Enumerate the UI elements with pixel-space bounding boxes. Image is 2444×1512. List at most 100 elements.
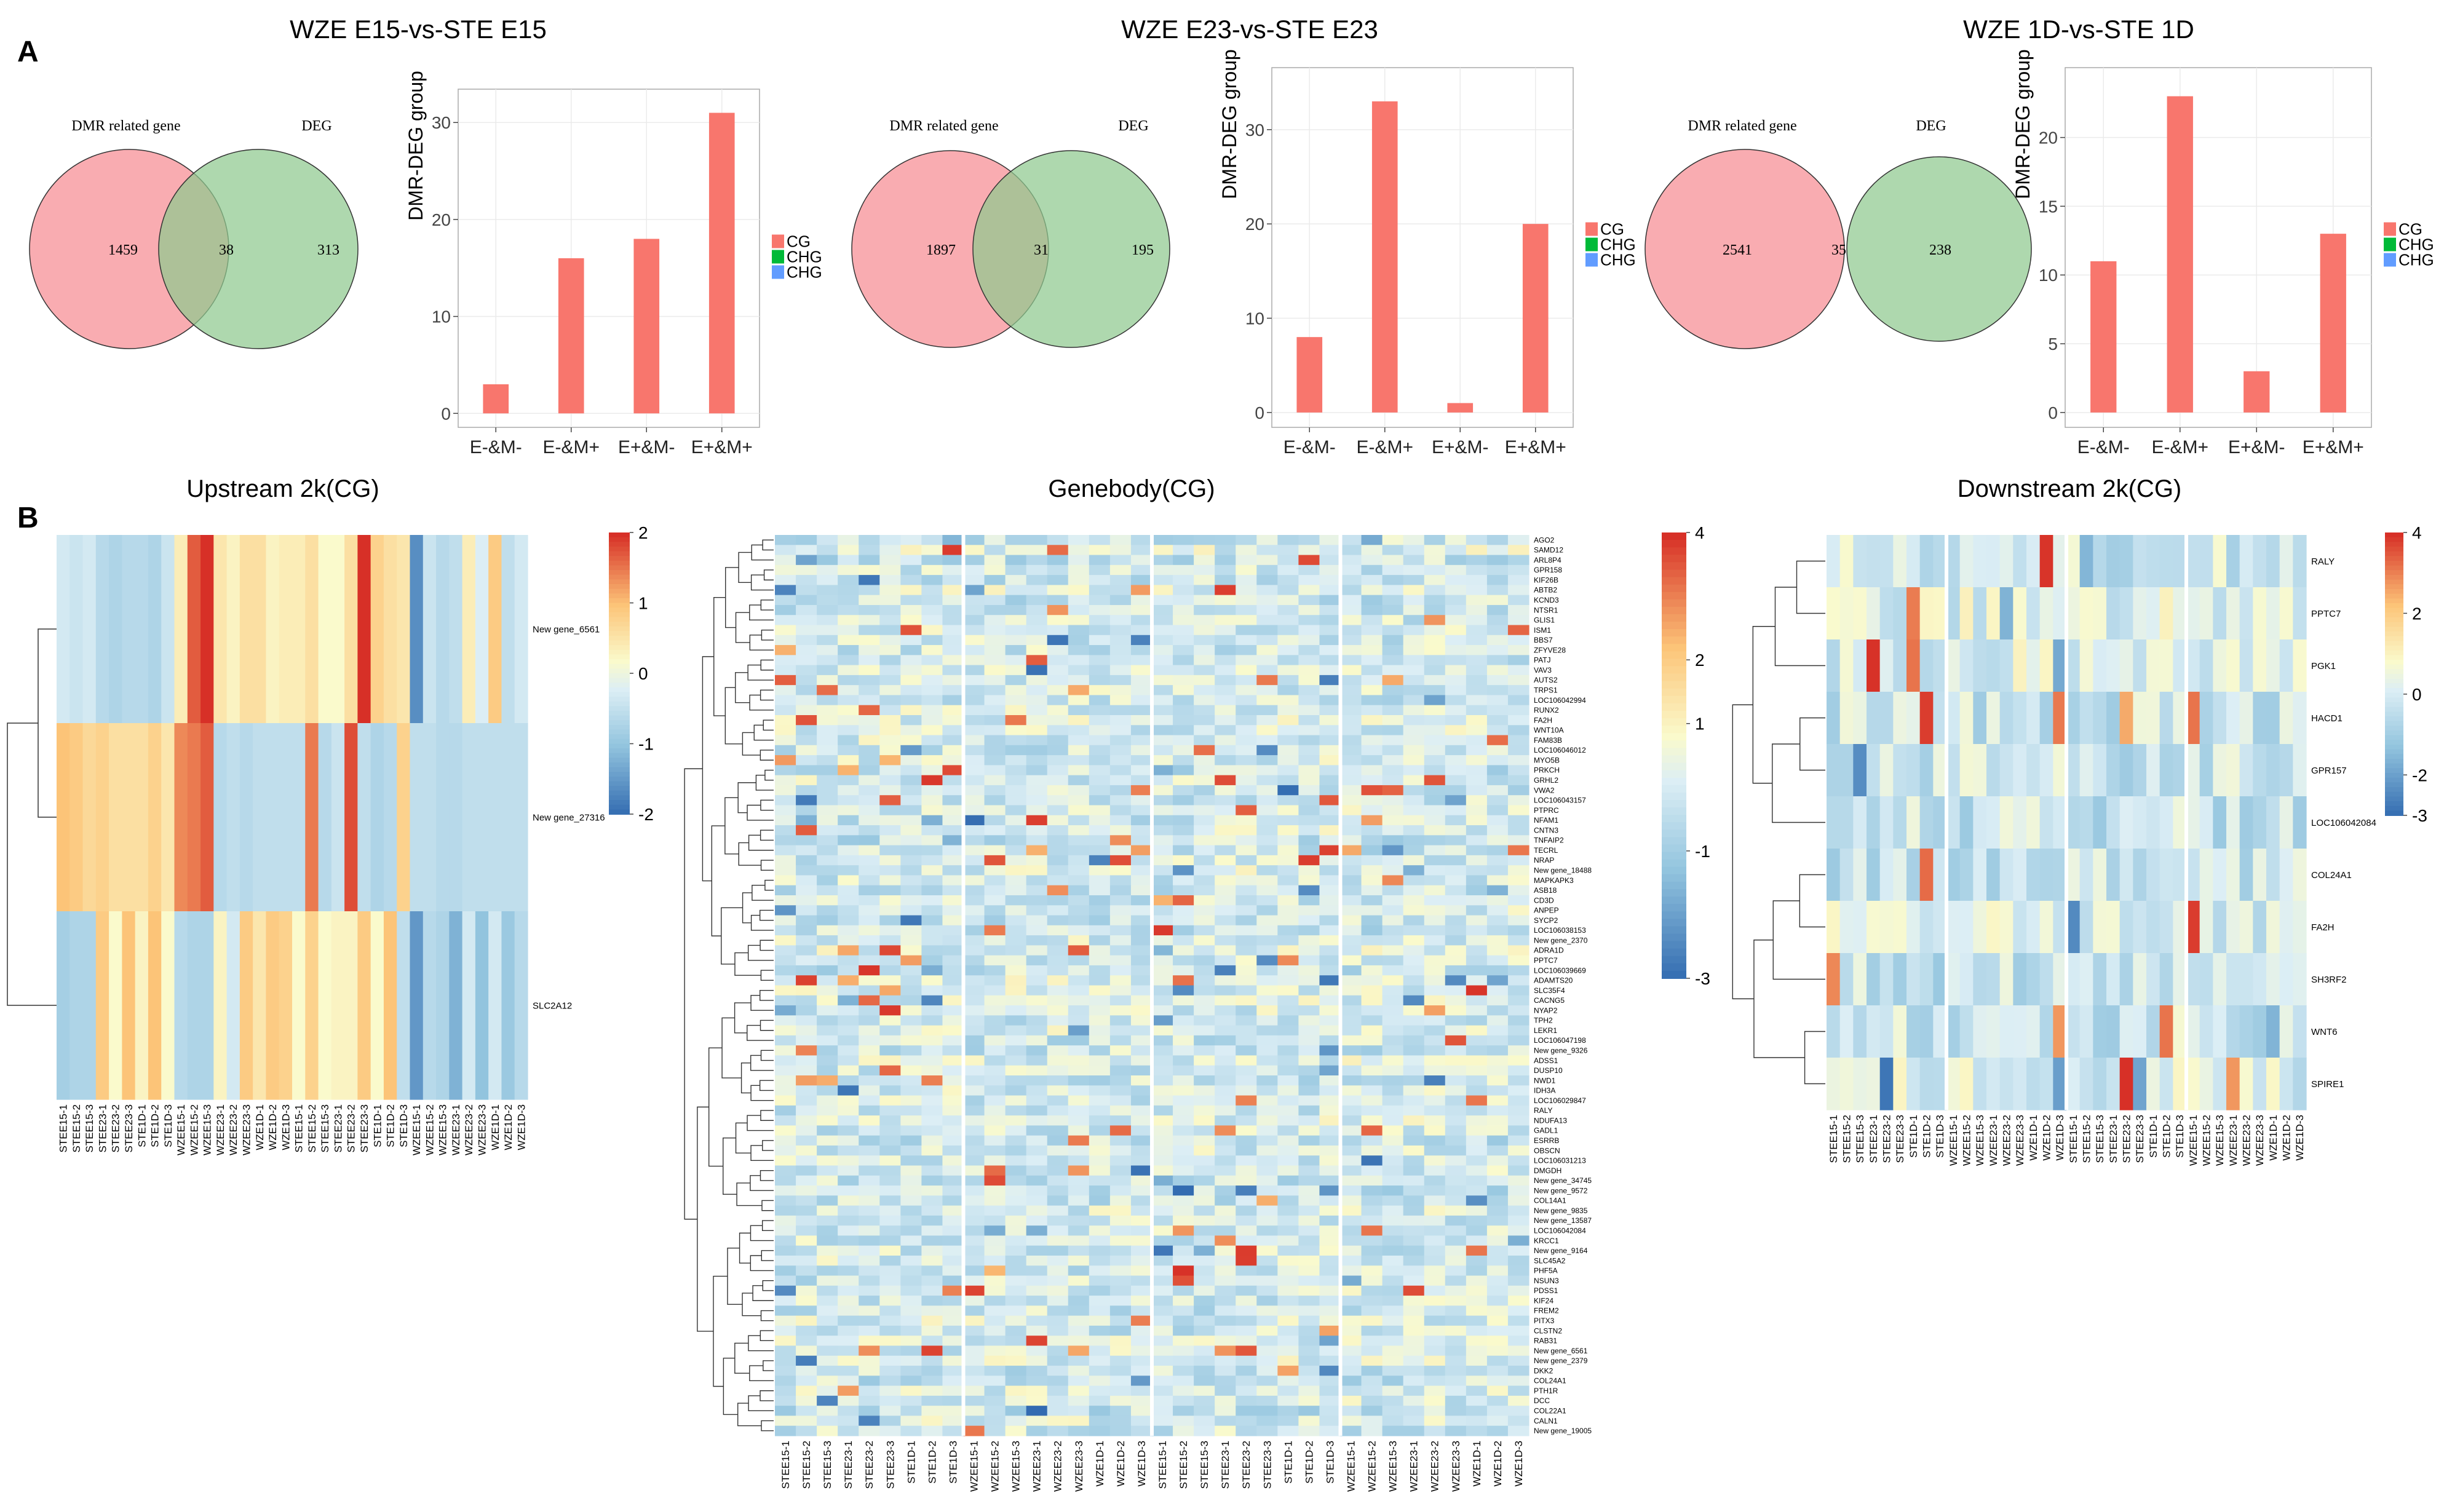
heatmap-cell (1005, 1005, 1027, 1016)
heatmap-cell (1215, 645, 1236, 655)
heatmap-cell (817, 615, 838, 626)
heatmap-cell (1319, 1315, 1341, 1326)
heatmap-cell (2146, 535, 2160, 588)
heatmap-cell (1361, 955, 1383, 966)
dendrogram-branch (760, 829, 774, 841)
heatmap-cell (2093, 744, 2107, 797)
heatmap-cell (796, 1415, 817, 1427)
heatmap-cell (796, 575, 817, 585)
heatmap-cell (1215, 1185, 1236, 1196)
row-label: GRHL2 (1534, 776, 1558, 785)
row-label: HACD1 (2311, 713, 2343, 724)
heatmap-cell (1445, 1425, 1467, 1436)
heatmap-cell (1507, 1275, 1529, 1286)
heatmap-cell (2013, 849, 2027, 901)
heatmap-cell (859, 635, 880, 646)
heatmap-cell (1486, 915, 1509, 926)
heatmap-cell (2039, 1005, 2053, 1058)
heatmap-cell (1215, 995, 1236, 1006)
heatmap-cell (900, 875, 922, 886)
heatmap-cell (1005, 775, 1027, 786)
dendrogram-branch (1772, 743, 1825, 823)
heatmap-cell (942, 625, 964, 636)
heatmap-cell (2173, 1058, 2187, 1110)
legend-label: CHG (2398, 251, 2434, 269)
heatmap-cell (1424, 1325, 1446, 1336)
heatmap-cell (1933, 849, 1947, 901)
dendrogram-branch (1732, 704, 1754, 1000)
heatmap-cell (1089, 1125, 1111, 1136)
heatmap-cell (900, 1045, 922, 1056)
heatmap-cell (1340, 885, 1362, 896)
heatmap-cell (1973, 796, 1987, 849)
heatmap-cell (2146, 953, 2160, 1006)
heatmap-cell (1486, 1336, 1509, 1347)
heatmap-cell (1215, 1425, 1236, 1436)
heatmap-cell (2053, 849, 2067, 901)
heatmap-cell (942, 1375, 964, 1387)
heatmap-cell (900, 635, 922, 646)
heatmap-cell (1026, 1065, 1048, 1076)
heatmap-cell (1173, 585, 1194, 596)
heatmap-cell (1109, 1315, 1132, 1326)
heatmap-cell (984, 755, 1006, 766)
heatmap-cell (859, 535, 880, 545)
row-label: IDH3A (1534, 1087, 1555, 1095)
heatmap-cell (942, 1105, 964, 1116)
heatmap-cell (1256, 1315, 1278, 1326)
heatmap-cell (1194, 1265, 1215, 1276)
heatmap-cell (174, 535, 188, 724)
heatmap-cell (775, 1296, 796, 1306)
heatmap-cell (817, 1235, 838, 1246)
heatmap-cell (963, 715, 985, 726)
heatmap-cell (2013, 901, 2027, 954)
heatmap-cell (2199, 587, 2213, 640)
heatmap-cell (1152, 1045, 1173, 1056)
heatmap-cell (817, 1155, 838, 1166)
heatmap-cell (57, 723, 70, 912)
heatmap-cell (1959, 1005, 1974, 1058)
heatmap-cell (1340, 1305, 1362, 1316)
heatmap-cell (1005, 625, 1027, 636)
heatmap-cell (1424, 1115, 1446, 1126)
heatmap-cell (2039, 901, 2053, 954)
heatmap-cell (1130, 1296, 1153, 1306)
heatmap-cell (942, 865, 964, 876)
heatmap-cell (1340, 1165, 1362, 1176)
heatmap-cell (1361, 755, 1383, 766)
heatmap-cell (122, 535, 136, 724)
heatmap-cell (1893, 639, 1907, 692)
heatmap-cell (1298, 1035, 1320, 1046)
heatmap-cell (1130, 1075, 1153, 1086)
heatmap-cell (1445, 1195, 1467, 1206)
heatmap-cell (1382, 1215, 1404, 1226)
column-label: WZEE15-3 (202, 1104, 213, 1155)
heatmap-cell (1173, 1235, 1194, 1246)
heatmap-cell (1298, 865, 1320, 876)
heatmap-title-downstream: Downstream 2k(CG) (1958, 475, 2182, 502)
heatmap-cell (1277, 625, 1299, 636)
heatmap-cell (1361, 645, 1383, 655)
heatmap-cell (1486, 1385, 1509, 1396)
heatmap-cell (1486, 635, 1509, 646)
heatmap-cell (1507, 655, 1529, 666)
heatmap-cell (1507, 635, 1529, 646)
heatmap-cell (859, 965, 880, 976)
heatmap-cell (963, 1065, 985, 1076)
heatmap-cell (942, 1245, 964, 1256)
heatmap-cell (984, 1155, 1006, 1166)
heatmap-cell (1005, 1406, 1027, 1417)
heatmap-cell (423, 723, 437, 912)
colorbar-segment (609, 758, 630, 764)
heatmap-cell (1382, 865, 1404, 876)
heatmap-cell (1382, 745, 1404, 756)
heatmap-cell (984, 695, 1006, 706)
heatmap-cell (2093, 953, 2107, 1006)
heatmap-cell (1256, 1345, 1278, 1356)
heatmap-cell (838, 585, 859, 596)
colorbar-segment (2385, 674, 2403, 679)
heatmap-cell (1466, 895, 1488, 906)
heatmap-cell (2173, 639, 2187, 692)
heatmap-cell (1173, 1275, 1194, 1286)
heatmap-cell (1026, 1296, 1048, 1306)
